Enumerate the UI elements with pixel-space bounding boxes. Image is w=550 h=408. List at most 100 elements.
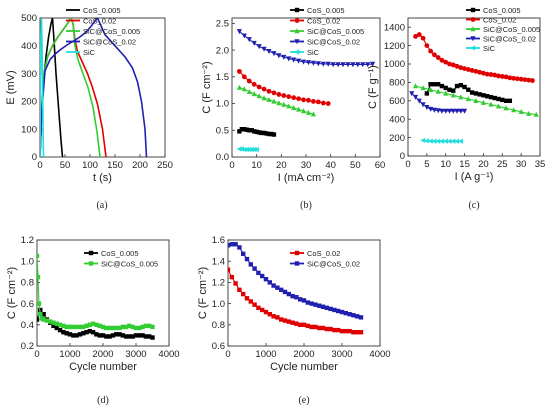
data-point (104, 334, 109, 339)
y-tick-label: 600 (389, 96, 405, 107)
data-point (305, 300, 310, 305)
data-point (324, 305, 329, 311)
data-point (236, 84, 242, 90)
x-tick-label: 4000 (369, 349, 390, 360)
data-point (241, 291, 246, 297)
data-point (241, 86, 247, 92)
x-tick-label: 250 (157, 160, 173, 171)
data-point (147, 323, 152, 329)
data-point (443, 90, 449, 96)
data-point (291, 57, 297, 63)
data-point (248, 262, 253, 267)
series-line (228, 243, 362, 318)
data-point (480, 99, 487, 105)
data-point (261, 86, 267, 92)
data-point (340, 62, 346, 68)
data-point (514, 76, 520, 82)
legend-label: SiC@CoS_0.005 (307, 27, 364, 36)
data-point (428, 82, 433, 87)
data-point (332, 307, 337, 313)
y-axis-label: C (F cm⁻²) (197, 267, 209, 319)
data-point (442, 138, 448, 144)
chart-panel-5: 0 1000 2000 3000 4000 0.6 0.8 1.0 1.2 1.4 1.6 Cycle… (197, 235, 391, 406)
data-point (260, 273, 265, 279)
data-point (309, 301, 314, 306)
data-point (247, 128, 252, 133)
data-point (57, 322, 63, 327)
data-point (409, 91, 415, 97)
data-point (282, 318, 288, 323)
data-point (500, 97, 505, 103)
y-tick-label: 100 (21, 124, 37, 135)
x-tick-label: 10 (440, 159, 451, 170)
legend-label: SiC@CoS_0.005 (101, 260, 158, 269)
data-point (133, 333, 139, 338)
x-tick-label: 0 (225, 349, 230, 360)
data-point (107, 334, 112, 339)
data-point (351, 313, 356, 318)
data-point (461, 108, 468, 114)
legend-label: CoS_0.02 (307, 249, 340, 258)
data-point (435, 82, 441, 87)
chart-panel-3: 0 5 10 15 20 25 30 35 0 200 400 600 800 1000 1200 1400 I… (367, 6, 545, 211)
data-point (77, 332, 83, 337)
x-axis-label: I (mA cm⁻²) (278, 172, 335, 184)
y-tick-label: 400 (21, 41, 37, 52)
legend-label: CoS_0.005 (483, 6, 521, 15)
data-point (298, 322, 303, 327)
data-point (74, 324, 79, 330)
data-point (311, 99, 316, 104)
data-point (470, 45, 476, 51)
data-point (465, 96, 471, 102)
legend-item: SiC@CoS_0.005 (466, 25, 540, 34)
data-point (458, 65, 464, 71)
data-point (458, 138, 463, 144)
data-point (435, 55, 441, 60)
data-point (462, 84, 467, 90)
data-point (286, 103, 292, 109)
data-point (271, 98, 277, 104)
x-tick-label: 3000 (125, 349, 146, 360)
data-point (276, 53, 282, 59)
data-point (499, 74, 505, 79)
data-point (256, 305, 261, 311)
data-point (137, 325, 142, 331)
panel-caption: (c) (468, 200, 479, 211)
x-tick-label: 30 (301, 160, 312, 171)
data-point (336, 327, 341, 333)
data-point (246, 37, 252, 43)
y-tick-label: 1000 (384, 59, 405, 70)
data-point (64, 331, 69, 336)
data-point (275, 285, 280, 290)
data-point (37, 253, 40, 259)
data-point (237, 287, 242, 293)
x-tick-label: 2000 (293, 349, 314, 360)
y-tick-label: 0 (400, 151, 405, 162)
data-point (114, 325, 119, 331)
panel-caption: (b) (300, 200, 312, 211)
data-point (370, 61, 376, 67)
data-point (309, 324, 314, 330)
data-point (253, 146, 259, 153)
series-line (40, 18, 148, 157)
data-point (355, 330, 360, 335)
data-point (67, 324, 73, 330)
data-point (454, 63, 460, 69)
legend-item: SiC (290, 48, 320, 57)
data-point (248, 299, 253, 304)
x-tick-label: 50 (60, 160, 71, 171)
x-tick-label: 35 (535, 159, 546, 170)
data-point (424, 43, 430, 48)
data-point (120, 324, 125, 330)
legend-label: SiC (83, 48, 96, 57)
data-point (38, 312, 43, 317)
data-point (294, 250, 300, 256)
data-point (114, 332, 119, 337)
data-point (90, 321, 96, 326)
data-point (458, 94, 464, 100)
legend-label: SiC (307, 48, 320, 57)
x-axis-label: I (A g⁻¹) (455, 171, 494, 183)
data-point (310, 111, 316, 117)
y-tick-label: 1.5 (216, 72, 229, 83)
data-point (328, 326, 333, 332)
